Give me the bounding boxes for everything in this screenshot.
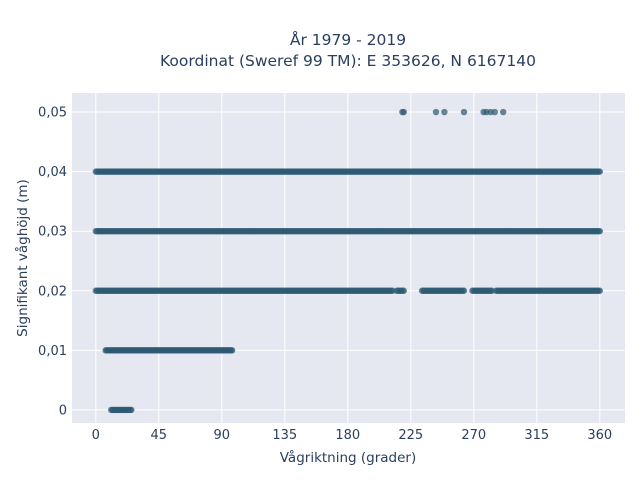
y-tick-label: 0 [59, 403, 67, 418]
data-point [432, 108, 440, 116]
data-point [596, 168, 603, 175]
y-tick-label: 0,04 [38, 165, 67, 180]
data-point [400, 287, 407, 294]
x-tick-label: 360 [587, 428, 612, 443]
y-tick-label: 0,02 [38, 284, 67, 299]
chart-title-line1: År 1979 - 2019 [290, 30, 406, 49]
y-tick-labels: 0 0,01 0,02 0,03 0,04 0,05 [38, 106, 67, 419]
data-point [128, 406, 135, 414]
x-axis-label: Vågriktning (grader) [280, 449, 417, 466]
x-tick-label: 90 [214, 428, 231, 443]
x-tick-label: 315 [524, 428, 549, 443]
y-tick-label: 0,05 [38, 106, 67, 121]
data-point [400, 108, 407, 116]
x-tick-label: 270 [461, 428, 486, 443]
data-point [228, 347, 236, 354]
data-point [500, 108, 507, 116]
y-tick-label: 0,03 [38, 225, 67, 240]
x-tick-label: 225 [398, 428, 423, 443]
x-tick-label: 45 [151, 428, 168, 443]
data-point [460, 287, 468, 294]
data-point [460, 108, 468, 116]
data-point [596, 287, 603, 294]
data-point [491, 108, 498, 116]
plot-area [72, 93, 625, 423]
x-tick-label: 0 [92, 428, 100, 443]
chart-title-line2: Koordinat (Sweref 99 TM): E 353626, N 61… [160, 52, 536, 70]
x-tick-label: 180 [335, 428, 360, 443]
data-points [92, 108, 603, 414]
x-tick-labels: 0 45 90 135 180 225 270 315 360 [92, 428, 613, 443]
y-tick-label: 0,01 [38, 344, 67, 359]
x-tick-label: 135 [272, 428, 297, 443]
y-axis-label: Signifikant våghöjd (m) [14, 179, 31, 337]
data-point [596, 227, 603, 235]
data-point [441, 108, 448, 116]
